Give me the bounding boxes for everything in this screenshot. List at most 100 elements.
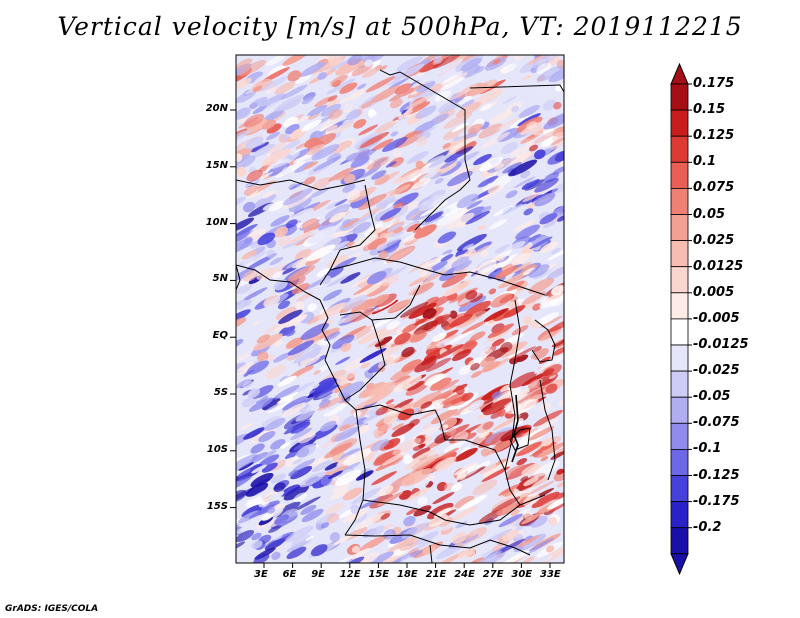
field-blob — [444, 447, 459, 457]
field-blob — [442, 523, 457, 531]
field-blob — [236, 317, 247, 328]
field-blob — [316, 268, 331, 278]
field-blob — [497, 203, 527, 220]
field-blob — [281, 133, 290, 141]
field-blob — [450, 177, 470, 190]
field-blob — [481, 205, 492, 213]
field-blob — [458, 365, 472, 376]
colorbar-band — [670, 475, 689, 503]
field-blob — [251, 143, 276, 158]
field-blob — [381, 452, 407, 466]
field-blob — [242, 287, 268, 301]
field-blob — [378, 353, 401, 369]
field-blob — [438, 516, 453, 527]
field-blob — [282, 188, 313, 206]
field-blob — [262, 99, 286, 114]
lon-label: 21E — [425, 569, 447, 580]
field-blob — [332, 482, 351, 494]
field-blob — [366, 271, 387, 285]
field-blob — [331, 334, 355, 350]
field-blob — [548, 65, 564, 83]
colorbar-label: 0.075 — [693, 180, 735, 196]
field-blob — [473, 88, 504, 107]
field-blob — [248, 397, 274, 412]
field-blob — [420, 401, 433, 409]
field-blob — [480, 448, 490, 457]
field-blob — [368, 551, 395, 563]
field-blob — [326, 275, 349, 288]
field-blob — [542, 99, 557, 111]
field-blob — [454, 431, 469, 443]
field-blob — [274, 514, 290, 525]
field-blob — [399, 537, 419, 551]
field-blob — [492, 59, 501, 65]
field-blob — [236, 238, 254, 255]
field-blob — [420, 355, 437, 366]
field-blob — [437, 231, 457, 244]
field-blob — [454, 260, 472, 272]
field-blob — [236, 361, 255, 372]
field-blob — [463, 300, 492, 318]
field-blob — [382, 137, 408, 152]
field-blob — [408, 548, 419, 556]
field-blob — [343, 96, 368, 112]
field-blob — [252, 320, 260, 326]
field-blob — [289, 274, 306, 287]
field-blob — [416, 126, 436, 138]
field-blob — [299, 471, 327, 488]
lon-label: 3E — [254, 569, 268, 580]
field-blob — [407, 380, 425, 391]
field-blob — [406, 223, 421, 233]
field-blob — [273, 384, 300, 400]
field-blob — [530, 515, 548, 528]
field-blob — [551, 247, 561, 255]
field-blob — [382, 265, 408, 280]
field-blob — [529, 537, 554, 552]
field-blob — [431, 83, 443, 93]
field-blob — [309, 186, 330, 199]
lake-tanganyika — [511, 394, 519, 463]
field-blob — [521, 370, 550, 387]
field-blob — [406, 508, 418, 516]
field-blob — [474, 244, 491, 255]
field-blob — [432, 55, 463, 69]
field-blob — [266, 506, 276, 514]
field-blob — [501, 142, 519, 154]
field-blob — [381, 273, 399, 287]
field-blob — [443, 440, 465, 454]
field-blob — [425, 357, 452, 372]
field-blob — [529, 236, 553, 250]
field-blob — [435, 344, 464, 360]
field-blob — [300, 323, 330, 340]
lat-label: 20N — [205, 103, 228, 114]
border-line — [539, 379, 556, 481]
field-blob — [492, 545, 501, 552]
colorbar-band — [670, 422, 689, 450]
colorbar-label: 0.0125 — [693, 258, 744, 274]
lat-label: 10N — [205, 216, 228, 228]
field-blob — [353, 282, 383, 299]
field-blob — [469, 292, 483, 303]
field-blob — [366, 382, 374, 389]
field-blob — [502, 162, 522, 174]
field-blob — [295, 74, 311, 84]
field-blob — [419, 408, 441, 420]
field-blob — [540, 456, 549, 462]
field-blob — [461, 392, 474, 402]
field-blob — [477, 224, 487, 231]
field-blob — [282, 395, 308, 411]
field-blob — [517, 113, 541, 127]
field-blob — [288, 197, 312, 212]
field-blob — [534, 149, 546, 160]
field-blob — [418, 195, 445, 211]
field-blob — [539, 315, 563, 329]
field-blob — [396, 168, 423, 184]
field-blob — [444, 329, 475, 346]
field-blob — [236, 230, 251, 247]
field-blob — [257, 351, 269, 362]
field-blob — [494, 199, 503, 206]
field-blob — [265, 55, 286, 66]
field-blob — [281, 402, 307, 417]
field-blob — [491, 338, 505, 347]
field-blob — [291, 496, 321, 513]
